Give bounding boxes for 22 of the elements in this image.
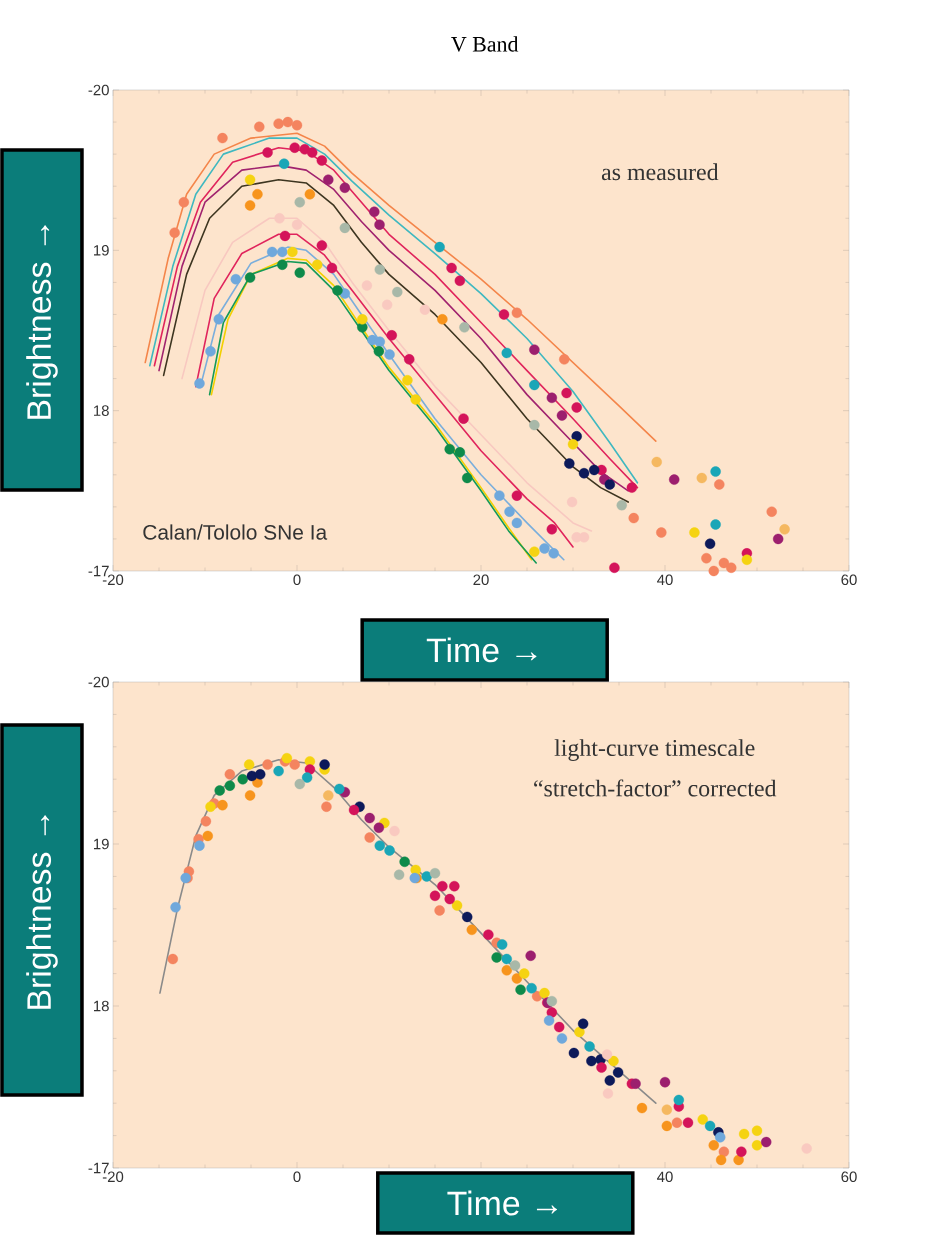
x-tick-label: 60 bbox=[841, 1171, 857, 1183]
annotation: “stretch-factor” corrected bbox=[534, 779, 777, 797]
x-axis-title: Time → bbox=[426, 637, 537, 663]
annotation: as measured bbox=[601, 163, 719, 181]
x-tick-label: 0 bbox=[293, 574, 301, 586]
x-axis-title: Time → bbox=[447, 1190, 558, 1216]
chart-title: V Band bbox=[451, 36, 519, 52]
x-tick-label: 0 bbox=[293, 1171, 301, 1183]
y-tick-label: -20 bbox=[88, 84, 109, 96]
annotation: light-curve timescale bbox=[554, 739, 755, 761]
y-tick-label: -20 bbox=[88, 676, 109, 688]
y-axis-title: Brightness → bbox=[26, 225, 58, 419]
x-tick-label: 40 bbox=[657, 1171, 673, 1183]
x-tick-label: 60 bbox=[841, 574, 857, 586]
y-tick-label: 19 bbox=[94, 245, 109, 256]
annotation: Calan/Tololo SNe Ia bbox=[143, 524, 328, 540]
y-tick-label: 18 bbox=[94, 405, 109, 416]
x-tick-label: 20 bbox=[473, 574, 489, 586]
x-tick-label: 40 bbox=[657, 574, 673, 586]
y-tick-label: 18 bbox=[94, 1000, 109, 1012]
y-tick-label: 19 bbox=[94, 838, 109, 850]
y-axis-title: Brightness → bbox=[26, 815, 58, 1009]
